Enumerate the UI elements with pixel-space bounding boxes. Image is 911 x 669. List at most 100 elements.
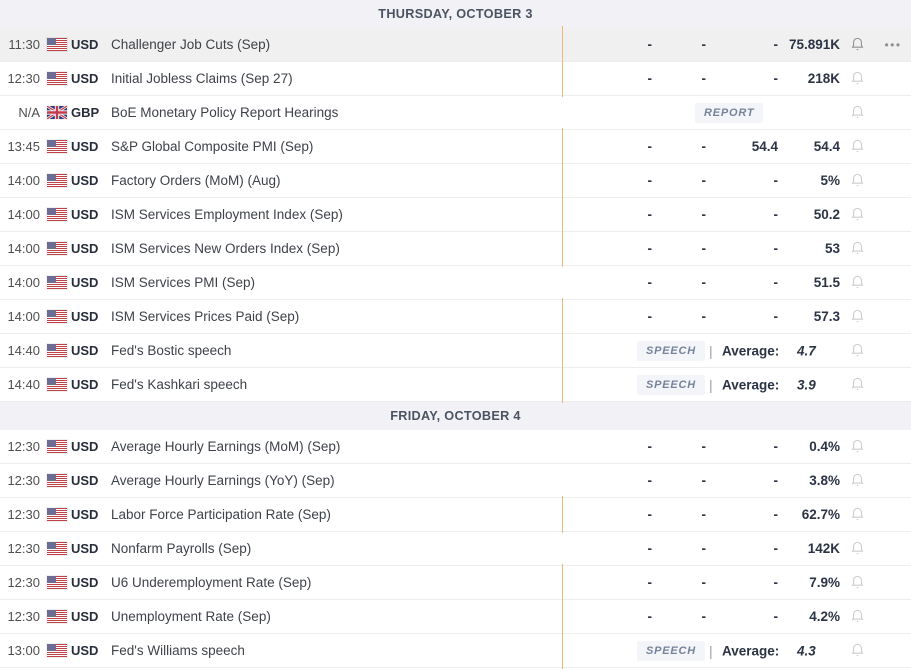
event-row[interactable]: 13:45 USD S&P Global Composite PMI (Sep)… (0, 127, 911, 165)
notification-bell-icon[interactable] (840, 274, 875, 291)
notification-bell-icon[interactable] (840, 104, 875, 121)
event-name[interactable]: ISM Services Employment Index (Sep) (111, 207, 343, 222)
event-time: 12:30 (7, 71, 40, 86)
impact-slot (562, 365, 612, 403)
event-name[interactable]: Fed's Bostic speech (111, 343, 232, 358)
average-value: 3.9 (797, 377, 816, 392)
value-columns: - - - 53 (612, 241, 841, 256)
value-cell: 62.7% (801, 507, 840, 522)
day-header: THURSDAY, OCTOBER 3 (0, 0, 911, 28)
event-name[interactable]: Average Hourly Earnings (MoM) (Sep) (111, 439, 341, 454)
event-row[interactable]: 14:40 USD Fed's Kashkari speech SPEECH | (0, 365, 911, 403)
event-time: 11:30 (8, 37, 40, 52)
us-flag-icon (47, 140, 67, 153)
value-cell: - (701, 541, 707, 556)
value-cell: 54.4 (813, 139, 840, 154)
us-flag-icon (47, 610, 67, 623)
event-name[interactable]: Initial Jobless Claims (Sep 27) (111, 71, 293, 86)
event-time: 12:30 (7, 575, 40, 590)
us-flag-icon (47, 542, 67, 555)
volatility-indicator (562, 365, 563, 403)
impact-slot (562, 195, 612, 233)
notification-bell-icon[interactable] (840, 506, 875, 523)
value-columns: - - - 0.4% (612, 439, 841, 454)
event-name[interactable]: Factory Orders (MoM) (Aug) (111, 173, 281, 188)
event-row[interactable]: N/A GBP BoE Monetary Policy Report Heari… (0, 96, 911, 130)
value-cell: - (701, 139, 707, 154)
event-row[interactable]: 12:30 USD Nonfarm Payrolls (Sep) - - - 1… (0, 532, 911, 566)
event-row[interactable]: 13:00 USD Fed's Williams speech SPEECH | (0, 631, 911, 669)
event-row[interactable]: 14:40 USD Fed's Bostic speech SPEECH | A (0, 331, 911, 369)
notification-bell-icon[interactable] (840, 608, 875, 625)
volatility-indicator (562, 631, 563, 669)
notification-bell-icon[interactable] (840, 342, 875, 359)
currency-code: USD (71, 609, 99, 624)
us-flag-icon (47, 38, 67, 51)
more-options-button[interactable]: ••• (884, 37, 902, 52)
event-row[interactable]: 11:30 USD Challenger Job Cuts (Sep) - - … (0, 25, 911, 63)
notification-bell-icon[interactable] (840, 36, 875, 53)
value-cell: - (701, 241, 707, 256)
event-row[interactable]: 12:30 USD Initial Jobless Claims (Sep 27… (0, 59, 911, 97)
event-name[interactable]: ISM Services PMI (Sep) (111, 275, 256, 290)
event-name[interactable]: Labor Force Participation Rate (Sep) (111, 507, 331, 522)
currency-code: USD (71, 275, 99, 290)
event-row[interactable]: 12:30 USD Unemployment Rate (Sep) - - - … (0, 597, 911, 635)
event-row[interactable]: 12:30 USD Average Hourly Earnings (YoY) … (0, 464, 911, 498)
value-cell: - (773, 575, 779, 590)
volatility-indicator (562, 195, 563, 233)
value-columns: - - - 5% (612, 173, 841, 188)
value-cell: - (647, 275, 653, 290)
event-row[interactable]: 14:00 USD ISM Services Prices Paid (Sep)… (0, 297, 911, 335)
event-row[interactable]: 12:30 USD Labor Force Participation Rate… (0, 495, 911, 533)
event-row[interactable]: 14:00 USD ISM Services Employment Index … (0, 195, 911, 233)
event-time: 12:30 (7, 541, 40, 556)
event-time: 12:30 (7, 609, 40, 624)
notification-bell-icon[interactable] (840, 376, 875, 393)
event-name[interactable]: ISM Services New Orders Index (Sep) (111, 241, 340, 256)
notification-bell-icon[interactable] (840, 642, 875, 659)
notification-bell-icon[interactable] (840, 240, 875, 257)
value-cell: - (773, 439, 779, 454)
value-cell: 0.4% (809, 439, 840, 454)
event-name[interactable]: U6 Underemployment Rate (Sep) (111, 575, 312, 590)
notification-bell-icon[interactable] (840, 70, 875, 87)
notification-bell-icon[interactable] (840, 172, 875, 189)
notification-bell-icon[interactable] (840, 138, 875, 155)
value-columns: - - - 142K (612, 541, 841, 556)
value-columns: - - 54.4 54.4 (612, 139, 841, 154)
value-cell: 57.3 (813, 309, 840, 324)
value-cell: - (647, 609, 653, 624)
event-name[interactable]: Fed's Williams speech (111, 643, 245, 658)
impact-slot (562, 59, 612, 97)
currency-code: USD (71, 343, 99, 358)
event-time: 14:00 (7, 241, 40, 256)
notification-bell-icon[interactable] (840, 540, 875, 557)
event-name[interactable]: Fed's Kashkari speech (111, 377, 248, 392)
notification-bell-icon[interactable] (840, 438, 875, 455)
event-name[interactable]: S&P Global Composite PMI (Sep) (111, 139, 314, 154)
notification-bell-icon[interactable] (840, 574, 875, 591)
event-row[interactable]: 12:30 USD Average Hourly Earnings (MoM) … (0, 430, 911, 464)
notification-bell-icon[interactable] (840, 308, 875, 325)
currency-code: USD (71, 643, 99, 658)
notification-bell-icon[interactable] (840, 206, 875, 223)
event-row[interactable]: 14:00 USD ISM Services New Orders Index … (0, 229, 911, 267)
event-name[interactable]: Challenger Job Cuts (Sep) (111, 37, 271, 52)
event-name[interactable]: Unemployment Rate (Sep) (111, 609, 271, 624)
event-name[interactable]: ISM Services Prices Paid (Sep) (111, 309, 300, 324)
value-cell: - (647, 309, 653, 324)
notification-bell-icon[interactable] (840, 472, 875, 489)
value-cell: - (647, 575, 653, 590)
event-row[interactable]: 14:00 USD ISM Services PMI (Sep) - - - 5… (0, 266, 911, 300)
event-name[interactable]: Average Hourly Earnings (YoY) (Sep) (111, 473, 335, 488)
event-name[interactable]: BoE Monetary Policy Report Hearings (111, 105, 339, 120)
event-row[interactable]: 12:30 USD U6 Underemployment Rate (Sep) … (0, 563, 911, 601)
event-type-badge: SPEECH (637, 640, 706, 661)
currency-code: USD (71, 241, 99, 256)
value-columns: - - - 62.7% (612, 507, 841, 522)
event-row[interactable]: 14:00 USD Factory Orders (MoM) (Aug) - -… (0, 161, 911, 199)
event-name[interactable]: Nonfarm Payrolls (Sep) (111, 541, 252, 556)
currency-code: USD (71, 507, 99, 522)
